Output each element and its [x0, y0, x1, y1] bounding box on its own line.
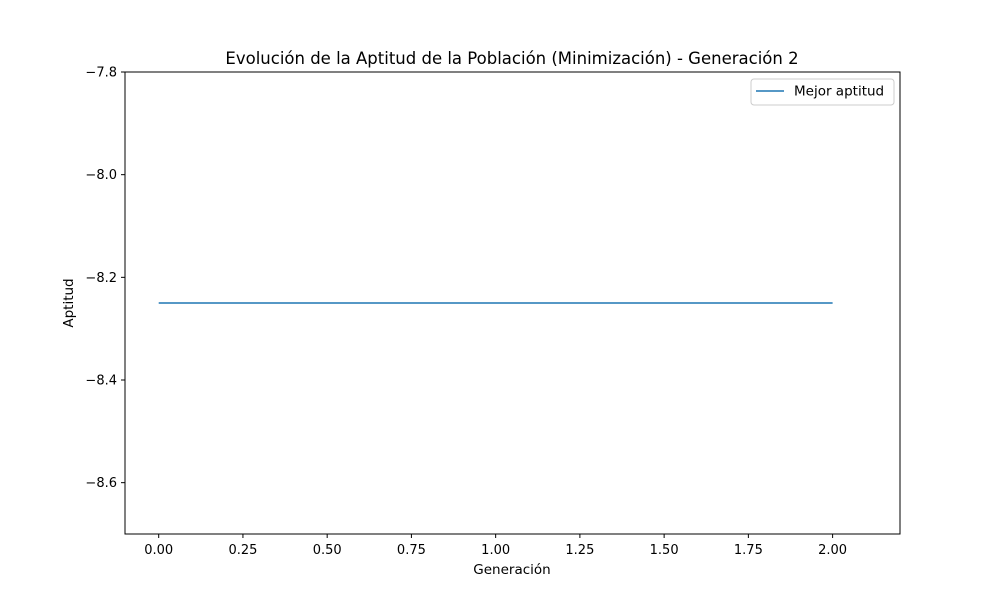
y-tick-label: −7.8 [85, 66, 117, 81]
y-tick-label: −8.0 [85, 168, 117, 183]
x-tick-label: 1.50 [650, 543, 679, 558]
legend-box [750, 78, 895, 106]
y-tick-label: −8.4 [85, 374, 117, 389]
legend: Mejor aptitud [750, 78, 895, 106]
legend-label: Mejor aptitud [794, 84, 884, 100]
y-axis-ticks: −7.8 −8.0 −8.2 −8.4 −8.6 [85, 66, 125, 491]
x-tick-label: 1.25 [565, 543, 594, 558]
x-tick-label: 0.25 [228, 543, 257, 558]
axes-frame [124, 71, 901, 535]
y-tick-label: −8.2 [85, 271, 117, 286]
chart-title: Evolución de la Aptitud de la Población … [225, 49, 798, 68]
x-axis-ticks: 0.00 0.25 0.50 0.75 1.00 1.25 1.50 1.75 2.00 [144, 534, 847, 558]
x-axis-label: Generación [473, 562, 550, 578]
y-tick-label: −8.6 [85, 476, 117, 491]
x-tick-label: 1.00 [481, 543, 510, 558]
y-axis-label: Aptitud [61, 278, 77, 327]
x-tick-label: 1.75 [734, 543, 763, 558]
x-tick-label: 0.75 [397, 543, 426, 558]
x-tick-label: 2.00 [818, 543, 847, 558]
x-tick-label: 0.50 [313, 543, 342, 558]
x-tick-label: 0.00 [144, 543, 173, 558]
